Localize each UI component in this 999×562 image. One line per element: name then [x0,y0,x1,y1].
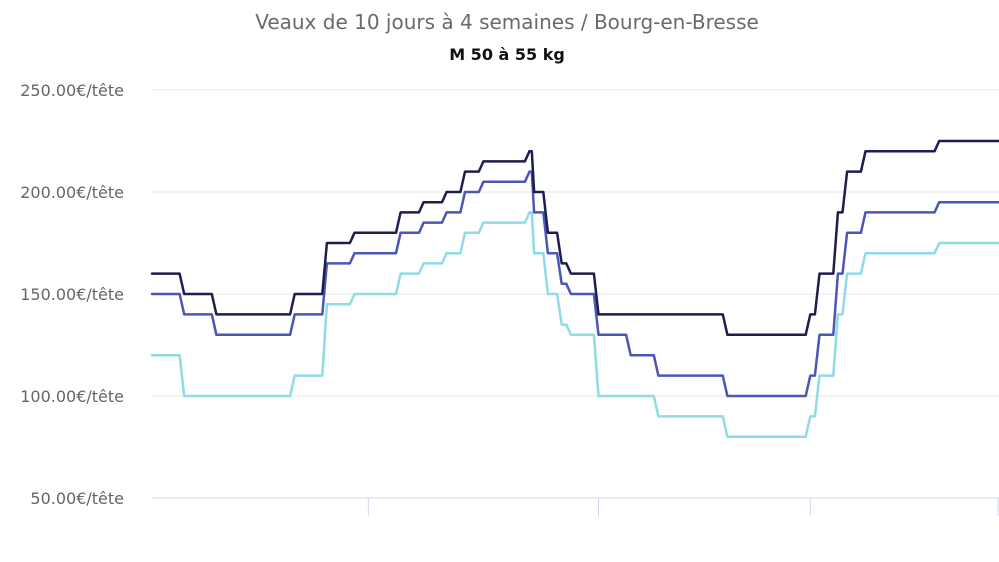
y-tick-label: 150.00€/tête [20,285,124,304]
series-line [150,170,999,398]
y-tick-label: 250.00€/tête [20,81,124,100]
y-tick-label: 50.00€/tête [30,489,124,508]
series-line [150,139,999,337]
chart-subtitle: M 50 à 55 kg [449,45,565,64]
y-tick-label: 100.00€/tête [20,387,124,406]
grid-lines [152,89,999,397]
chart-title: Veaux de 10 jours à 4 semaines / Bourg-e… [255,10,759,34]
series-lines [150,139,999,439]
x-axis [152,497,999,516]
y-axis-tick-labels: 250.00€/tête 200.00€/tête 150.00€/tête 100.… [20,81,124,508]
series-line [150,211,999,439]
y-tick-label: 200.00€/tête [20,183,124,202]
